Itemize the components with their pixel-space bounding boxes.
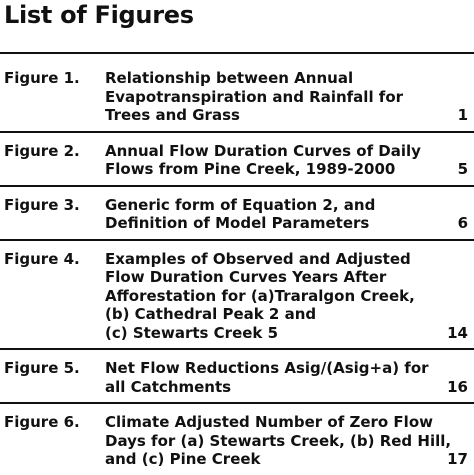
caption-line: Examples of Observed and Adjusted (105, 249, 411, 268)
caption-line: all Catchments (105, 377, 232, 396)
figure-label: Figure 1. (4, 69, 80, 87)
figure-entry-5[interactable]: Figure 5. Net Flow Reductions Asig/(Asig… (0, 359, 474, 404)
figure-caption: Generic form of Equation 2, and Definiti… (105, 196, 425, 233)
caption-line: Climate Adjusted Number of Zero Flow (105, 413, 433, 431)
figure-label: Figure 2. (4, 141, 80, 160)
caption-line: Afforestation for (a)Traralgon Creek, (105, 286, 415, 305)
page-number: 1 (457, 106, 468, 124)
figure-caption: Annual Flow Duration Curves of Daily Flo… (105, 142, 425, 179)
caption-line: Generic form of Equation 2, and (105, 195, 376, 214)
caption-line: (c) Stewarts Creek 5 (105, 323, 279, 342)
figure-caption: Net Flow Reductions Asig/(Asig+a) for al… (105, 359, 429, 396)
caption-line: Net Flow Reductions Asig/(Asig+a) for (105, 359, 429, 377)
caption-line: Trees and Grass (105, 106, 240, 124)
figure-entry-4[interactable]: Figure 4. Examples of Observed and Adjus… (0, 249, 474, 350)
figure-list: Figure 1. Relationship between Annual Ev… (0, 69, 474, 475)
figure-label: Figure 4. (4, 249, 80, 268)
figure-entry-1[interactable]: Figure 1. Relationship between Annual Ev… (0, 69, 474, 133)
caption-line: Evapotranspiration and Rainfall for (105, 87, 404, 106)
caption-line: Annual Flow Duration Curves of Daily (105, 141, 421, 160)
page-title: List of Figures (4, 1, 194, 29)
figure-label: Figure 5. (4, 359, 80, 377)
page-number: 14 (447, 323, 468, 342)
caption-line: and (c) Pine Creek (105, 450, 261, 468)
figure-entry-2[interactable]: Figure 2. Annual Flow Duration Curves of… (0, 142, 474, 187)
caption-line: Definition of Model Parameters (105, 214, 370, 232)
page-number: 5 (457, 160, 468, 178)
figure-entry-3[interactable]: Figure 3. Generic form of Equation 2, an… (0, 196, 474, 241)
figure-caption: Relationship between Annual Evapotranspi… (105, 69, 425, 125)
heading-divider (0, 52, 474, 54)
page-number: 16 (447, 377, 468, 396)
caption-line: Days for (a) Stewarts Creek, (b) Red Hil… (105, 431, 452, 450)
figure-entry-6[interactable]: Figure 6. Climate Adjusted Number of Zer… (0, 413, 474, 475)
figure-caption: Examples of Observed and Adjusted Flow D… (105, 250, 425, 343)
caption-line: (b) Cathedral Peak 2 and (105, 305, 317, 323)
figure-label: Figure 3. (4, 195, 80, 214)
caption-line: Flow Duration Curves Years After (105, 268, 387, 286)
page-number: 6 (457, 214, 468, 232)
caption-line: Flows from Pine Creek, 1989-2000 (105, 160, 396, 178)
figure-caption: Climate Adjusted Number of Zero Flow Day… (105, 413, 452, 469)
page-number: 17 (447, 450, 468, 468)
caption-line: Relationship between Annual (105, 69, 354, 87)
figure-label: Figure 6. (4, 413, 80, 431)
